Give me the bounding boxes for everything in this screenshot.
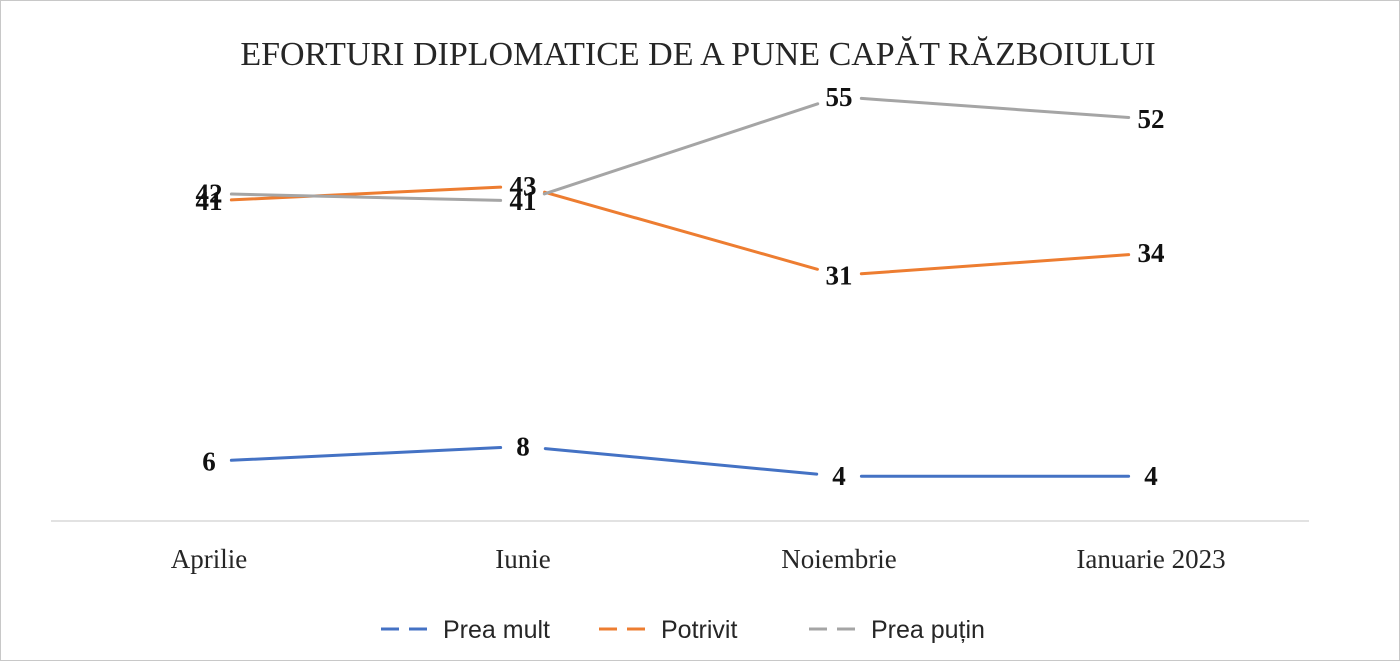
data-label-prea-mult: 8 [516,431,530,461]
series-line-prea-putin-segment [542,102,820,196]
series-prea-mult [229,446,1131,478]
legend-item-prea-mult: Prea mult [381,616,550,644]
legend: Prea mult Potrivit Prea puțin [381,616,985,644]
x-tick-label: Aprilie [171,544,247,574]
legend-label-prea-putin: Prea puțin [871,616,985,644]
x-tick-label: Noiembrie [781,544,896,574]
series-line-potrivit-segment [859,253,1131,276]
data-label-prea-putin: 55 [826,82,853,112]
x-tick-label: Ianuarie 2023 [1076,544,1225,574]
legend-label-prea-mult: Prea mult [443,616,550,644]
series-line-prea-putin-segment [859,96,1131,120]
series-line-potrivit-segment [229,185,503,202]
legend-item-prea-putin: Prea puțin [809,616,985,644]
data-label-prea-mult: 6 [202,446,216,476]
legend-label-potrivit: Potrivit [661,616,737,644]
data-label-prea-mult: 4 [1144,461,1158,491]
series-line-potrivit-segment [543,190,819,271]
data-label-prea-putin: 41 [510,186,537,216]
x-tick-labels: Aprilie Iunie Noiembrie Ianuarie 2023 [171,544,1226,574]
series-layer [229,96,1131,478]
series-potrivit [229,185,1131,276]
series-line-prea-mult-segment [229,446,503,462]
series-line-prea-mult-segment [543,447,819,476]
data-label-potrivit: 43 [510,171,537,201]
data-label-potrivit: 41 [196,186,223,216]
data-label-potrivit: 31 [826,260,853,290]
x-tick-label: Iunie [495,544,550,574]
series-prea-putin [229,96,1131,202]
series-line-prea-putin-segment [229,192,503,202]
chart-title: EFORTURI DIPLOMATICE DE A PUNE CAPĂT RĂZ… [240,36,1155,73]
data-label-prea-putin: 52 [1138,104,1165,134]
legend-item-potrivit: Potrivit [599,616,737,644]
data-label-potrivit: 34 [1138,238,1165,268]
data-label-prea-mult: 4 [832,461,846,491]
data-label-prea-putin: 42 [196,179,223,209]
